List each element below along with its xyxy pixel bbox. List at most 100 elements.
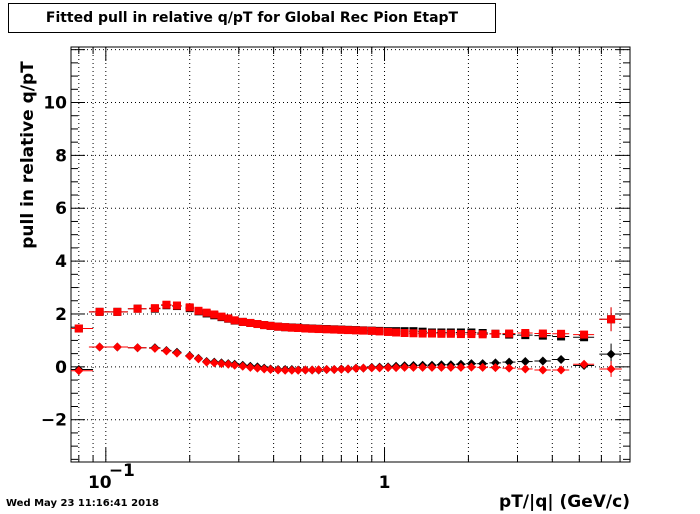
data-point [238,361,248,371]
data-point [209,358,219,368]
data-point [202,308,211,317]
data-point [150,343,160,353]
data-point [384,327,393,336]
data-point [273,365,283,375]
x-tick-label: 10 [88,473,112,493]
data-point [344,326,353,335]
data-point [150,304,159,313]
data-point [456,330,465,339]
data-point [210,310,219,319]
data-point [329,364,339,374]
data-point [112,342,122,352]
data-point [538,356,548,366]
data-point [409,329,418,338]
y-tick-label: 6 [55,199,67,219]
data-point [375,327,384,336]
data-point [505,329,514,338]
data-point [322,364,332,374]
data-point [300,365,310,375]
plot-frame [70,46,631,463]
data-point [238,317,247,326]
grid-lines [71,47,630,462]
data-point [556,365,566,375]
data-point [194,306,203,315]
data-point [383,363,393,373]
data-point [375,363,385,373]
data-point [223,359,233,369]
data-point [294,323,303,332]
data-point [95,307,104,316]
data-point [259,364,269,374]
data-point [490,358,500,368]
data-point [322,325,331,334]
data-point [520,364,530,374]
data-point [446,329,455,338]
y-tick-label: 8 [55,146,67,166]
data-point [162,300,171,309]
data-series [71,300,622,339]
data-point [456,362,466,372]
data-point [343,364,353,374]
data-point [520,357,530,367]
data-point [367,326,376,335]
data-point [538,329,547,338]
data-point [252,363,262,373]
x-tick-label-exponent: −1 [109,461,135,481]
y-tick-label: 0 [55,358,67,378]
data-point [260,321,269,330]
data-point [266,321,275,330]
data-point [193,354,203,364]
y-tick-label: 2 [55,305,67,325]
data-point [280,365,290,375]
data-point [437,329,446,338]
data-point [336,364,346,374]
data-point [314,365,324,375]
data-point [557,329,566,338]
data-point [246,318,255,327]
y-axis-label: pull in relative q/pT [18,61,38,249]
data-point [216,359,226,369]
data-point [400,362,410,372]
data-point [427,362,437,372]
data-point [230,360,240,370]
data-point [281,323,290,332]
data-point [606,349,616,359]
data-point [607,315,616,324]
data-point [245,362,255,372]
data-point [504,357,514,367]
data-point [95,342,105,352]
y-tick-label: 4 [55,252,67,272]
data-point [287,323,296,332]
data-point [400,329,409,338]
timestamp: Wed May 23 11:16:41 2018 [6,498,159,509]
data-point [161,346,171,356]
data-point [287,365,297,375]
data-point [408,362,418,372]
data-point [351,326,360,335]
data-point [418,329,427,338]
data-point [113,307,122,316]
data-point [392,328,401,337]
data-point [185,351,195,361]
data-series [71,342,622,377]
x-axis-label: pT/|q| (GeV/c) [499,492,630,512]
data-point [466,362,476,372]
data-point [504,363,514,373]
data-point [133,304,142,313]
data-point [556,354,566,364]
data-point [359,326,368,335]
data-point [606,364,616,374]
axes [70,46,631,463]
data-point [436,362,446,372]
data-point [330,325,339,334]
data-point [266,364,276,374]
data-point [274,322,283,331]
data-point [172,348,182,358]
data-point [446,362,456,372]
data-point [351,363,361,373]
data-marks [71,300,622,377]
data-point [307,365,317,375]
data-point [490,363,500,373]
